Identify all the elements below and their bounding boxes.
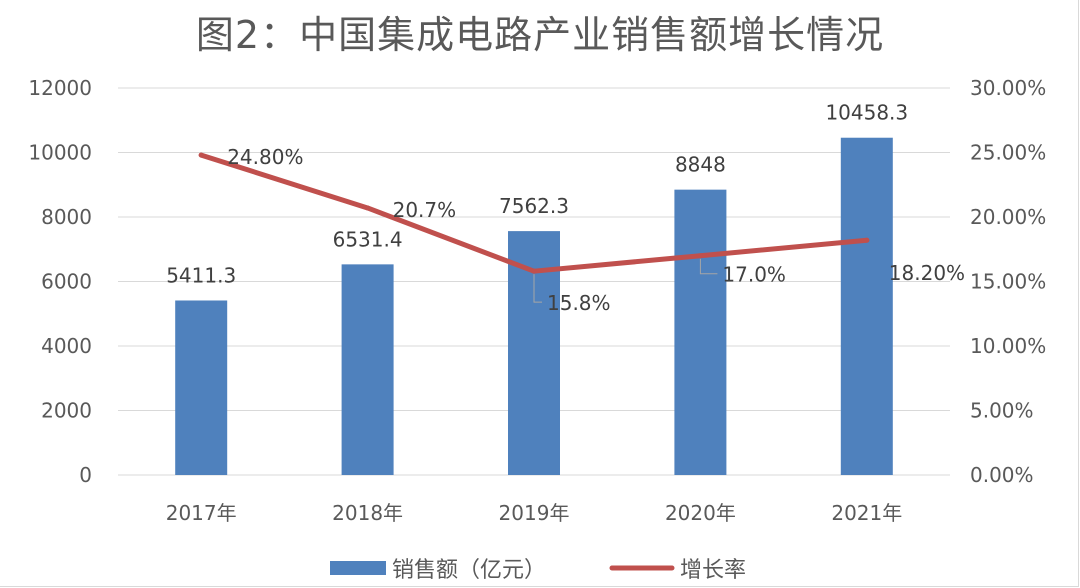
right-axis-tick-label: 5.00% [970, 399, 1034, 423]
bar-data-label: 8848 [675, 153, 726, 177]
x-axis-tick-label: 2020年 [665, 501, 736, 525]
line-data-label: 24.80% [227, 145, 303, 169]
line-series [198, 152, 870, 274]
left-axis-tick-label: 6000 [41, 270, 92, 294]
right-axis-ticks: 0.00% 5.00% 10.00% 15.00% 20.00% 25.00% 30.00% [970, 76, 1046, 487]
bar-data-label: 7562.3 [499, 194, 569, 218]
legend-label: 增长率 [680, 558, 746, 583]
bar-series [175, 137, 893, 476]
line-data-label: 20.7% [393, 198, 457, 222]
right-axis-tick-label: 25.00% [970, 141, 1046, 165]
right-axis-tick-label: 0.00% [970, 463, 1034, 487]
leader-line [699, 258, 718, 275]
bar [840, 137, 893, 475]
line-point [198, 152, 204, 158]
x-axis-tick-label: 2021年 [831, 501, 902, 525]
left-axis-tick-label: 4000 [41, 334, 92, 358]
bar [175, 300, 228, 475]
line-point [365, 205, 371, 211]
legend-swatch-bar [330, 561, 386, 575]
bar [674, 189, 727, 476]
line-point [697, 253, 703, 259]
x-axis-tick-label: 2018年 [332, 501, 403, 525]
bar-data-label: 10458.3 [825, 101, 908, 125]
line-point [531, 268, 537, 274]
line-data-label: 18.20% [889, 261, 965, 285]
x-axis-tick-label: 2017年 [166, 501, 237, 525]
bar-data-labels: 5411.3 6531.4 7562.3 8848 10458.3 [166, 101, 908, 288]
left-axis-tick-label: 0 [79, 463, 92, 487]
right-axis-tick-label: 15.00% [970, 270, 1046, 294]
line-data-label: 15.8% [547, 291, 611, 315]
bar [341, 264, 394, 475]
x-axis-ticks: 2017年 2018年 2019年 2020年 2021年 [166, 501, 903, 525]
line-point [864, 237, 870, 243]
line-data-labels: 24.80% 20.7% 15.8% 17.0% 18.20% [227, 145, 965, 315]
leader-line [533, 274, 542, 303]
line-data-label: 17.0% [722, 263, 786, 287]
right-axis-tick-label: 20.00% [970, 205, 1046, 229]
left-axis-tick-label: 12000 [28, 76, 92, 100]
left-axis-tick-label: 2000 [41, 399, 92, 423]
bar-data-label: 5411.3 [166, 263, 236, 287]
left-axis-ticks: 0 2000 4000 6000 8000 10000 12000 [28, 76, 92, 487]
chart-title: 图2：中国集成电路产业销售额增长情况 [195, 13, 885, 57]
legend-label: 销售额（亿元） [392, 558, 546, 583]
bar-data-label: 6531.4 [333, 227, 403, 251]
legend: 销售额（亿元） 增长率 [330, 558, 746, 583]
x-axis-tick-label: 2019年 [499, 501, 570, 525]
right-axis-tick-label: 30.00% [970, 76, 1046, 100]
left-axis-tick-label: 8000 [41, 205, 92, 229]
right-axis-tick-label: 10.00% [970, 334, 1046, 358]
left-axis-tick-label: 10000 [28, 141, 92, 165]
